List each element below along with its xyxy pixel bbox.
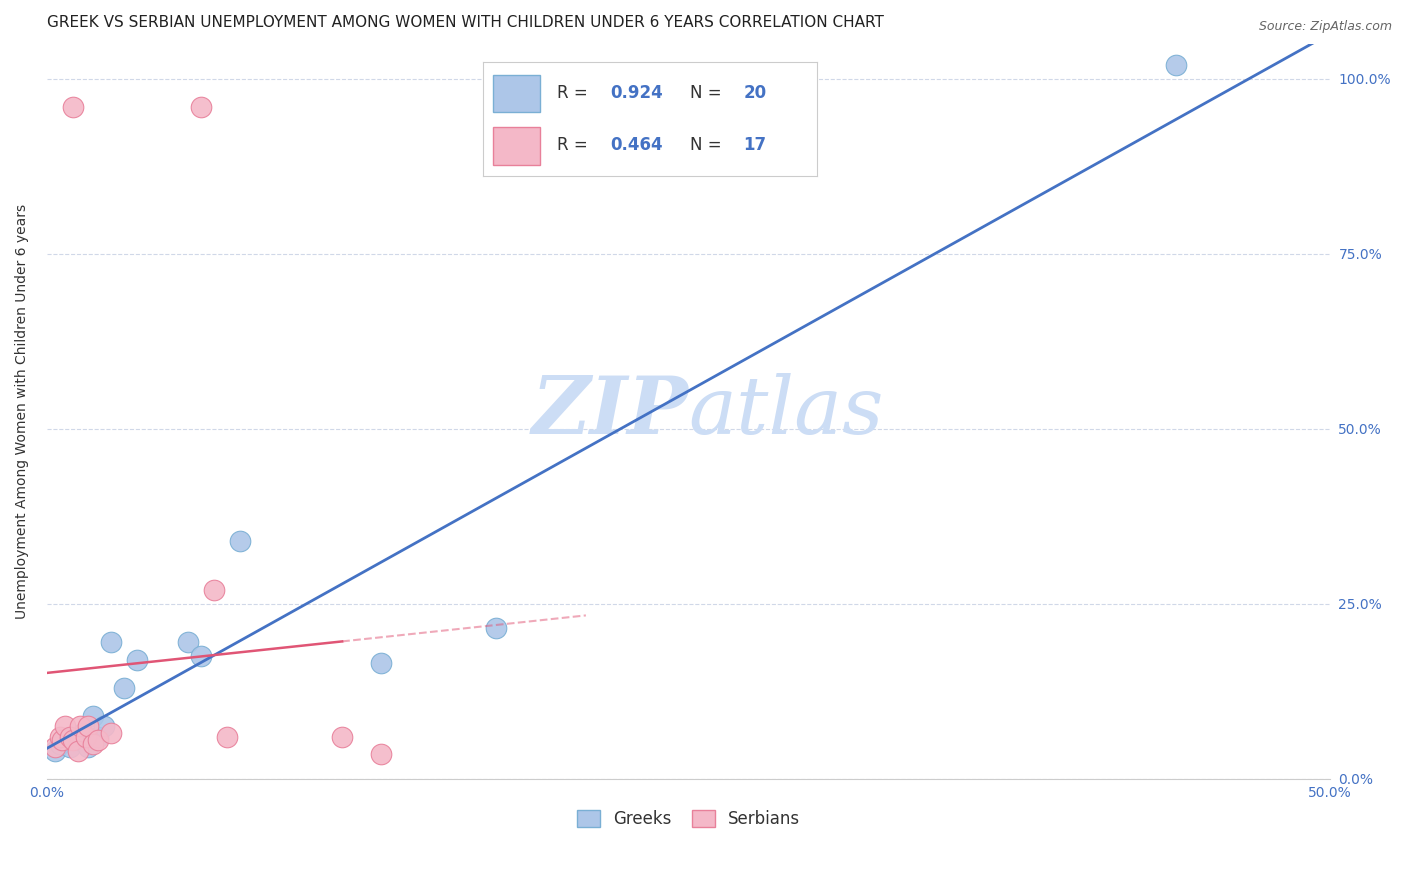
Point	[72, 726, 94, 740]
Point	[370, 657, 392, 671]
Point	[62, 730, 84, 744]
Legend: Greeks, Serbians: Greeks, Serbians	[568, 802, 808, 837]
Point	[69, 719, 91, 733]
Point	[370, 747, 392, 762]
Point	[177, 635, 200, 649]
Point	[77, 719, 100, 733]
Point	[53, 733, 76, 747]
Point	[87, 730, 110, 744]
Point	[100, 635, 122, 649]
Point	[51, 733, 73, 747]
Point	[44, 740, 66, 755]
Point	[75, 730, 97, 744]
Point	[228, 533, 250, 548]
Point	[59, 730, 82, 744]
Y-axis label: Unemployment Among Women with Children Under 6 years: Unemployment Among Women with Children U…	[15, 203, 30, 619]
Text: Source: ZipAtlas.com: Source: ZipAtlas.com	[1258, 20, 1392, 33]
Point	[87, 733, 110, 747]
Point	[82, 709, 104, 723]
Point	[66, 744, 89, 758]
Point	[62, 100, 84, 114]
Point	[62, 733, 84, 747]
Point	[330, 730, 353, 744]
Point	[215, 730, 238, 744]
Point	[77, 740, 100, 755]
Point	[100, 726, 122, 740]
Point	[44, 744, 66, 758]
Point	[93, 719, 115, 733]
Point	[82, 737, 104, 751]
Point	[190, 100, 212, 114]
Text: ZIP: ZIP	[531, 373, 689, 450]
Point	[202, 582, 225, 597]
Text: GREEK VS SERBIAN UNEMPLOYMENT AMONG WOMEN WITH CHILDREN UNDER 6 YEARS CORRELATIO: GREEK VS SERBIAN UNEMPLOYMENT AMONG WOME…	[46, 15, 884, 30]
Point	[49, 730, 72, 744]
Point	[1164, 58, 1187, 72]
Point	[112, 681, 135, 695]
Point	[125, 653, 148, 667]
Point	[49, 737, 72, 751]
Point	[190, 649, 212, 664]
Point	[66, 733, 89, 747]
Point	[53, 719, 76, 733]
Point	[59, 740, 82, 755]
Text: atlas: atlas	[689, 373, 884, 450]
Point	[485, 621, 508, 635]
